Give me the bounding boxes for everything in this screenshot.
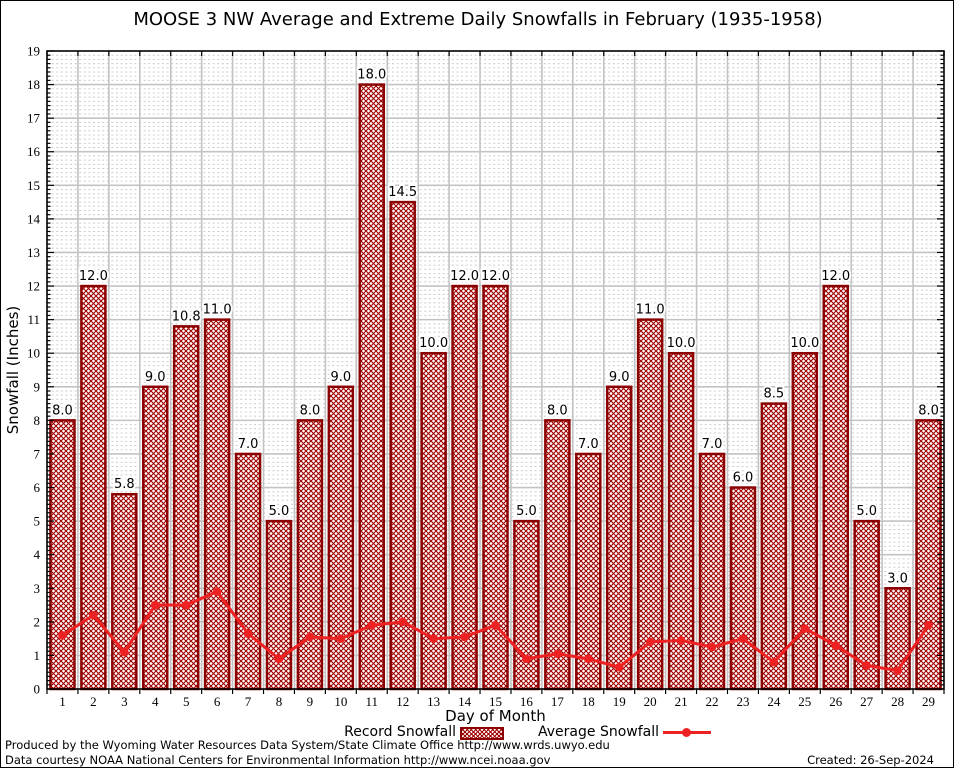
legend-average-snowfall-marker-icon <box>682 728 691 737</box>
svg-text:19: 19 <box>613 694 626 709</box>
legend-average-snowfall-label: Average Snowfall <box>538 724 660 740</box>
y-axis-label: Snowfall (Inches) <box>4 305 22 435</box>
x-axis-label: Day of Month <box>445 707 546 725</box>
svg-text:18: 18 <box>27 77 40 92</box>
svg-text:3: 3 <box>121 694 128 709</box>
svg-text:7.0: 7.0 <box>702 437 723 452</box>
svg-text:12: 12 <box>396 694 409 709</box>
svg-text:7.0: 7.0 <box>578 437 599 452</box>
svg-text:18.0: 18.0 <box>357 68 386 83</box>
svg-text:15: 15 <box>489 694 502 709</box>
svg-text:6: 6 <box>34 480 41 495</box>
svg-text:9.0: 9.0 <box>331 370 352 385</box>
svg-text:16: 16 <box>520 694 534 709</box>
svg-text:5.0: 5.0 <box>269 504 290 519</box>
svg-text:10: 10 <box>27 346 40 361</box>
svg-text:28: 28 <box>891 694 904 709</box>
svg-text:14: 14 <box>458 694 472 709</box>
svg-text:10: 10 <box>334 694 347 709</box>
svg-text:20: 20 <box>644 694 657 709</box>
svg-text:12.0: 12.0 <box>450 269 479 284</box>
svg-text:11: 11 <box>27 312 40 327</box>
svg-text:10.8: 10.8 <box>172 309 201 324</box>
svg-text:7: 7 <box>245 694 252 709</box>
svg-text:21: 21 <box>675 694 688 709</box>
svg-text:26: 26 <box>829 694 843 709</box>
svg-text:16: 16 <box>27 144 41 159</box>
svg-text:25: 25 <box>798 694 811 709</box>
svg-text:5.0: 5.0 <box>856 504 877 519</box>
svg-text:7: 7 <box>34 446 41 461</box>
footer-attribution-line1: Produced by the Wyoming Water Resources … <box>5 738 610 752</box>
svg-text:14.5: 14.5 <box>388 185 417 200</box>
svg-text:2: 2 <box>90 694 97 709</box>
svg-text:8.0: 8.0 <box>918 403 939 418</box>
svg-text:8.0: 8.0 <box>52 403 73 418</box>
svg-text:8.5: 8.5 <box>764 387 785 402</box>
svg-text:9.0: 9.0 <box>145 370 166 385</box>
svg-text:11.0: 11.0 <box>636 303 665 318</box>
svg-text:4: 4 <box>34 547 41 562</box>
svg-text:5.0: 5.0 <box>516 504 537 519</box>
svg-text:19: 19 <box>27 44 40 59</box>
svg-text:12.0: 12.0 <box>481 269 510 284</box>
svg-text:8.0: 8.0 <box>300 403 321 418</box>
svg-text:10.0: 10.0 <box>790 336 819 351</box>
svg-text:3: 3 <box>34 581 41 596</box>
svg-text:23: 23 <box>736 694 749 709</box>
svg-text:10.0: 10.0 <box>419 336 448 351</box>
legend-record-snowfall-swatch <box>460 727 504 740</box>
svg-text:5: 5 <box>34 514 41 529</box>
svg-text:12: 12 <box>27 279 40 294</box>
svg-text:9: 9 <box>307 694 314 709</box>
svg-text:3.0: 3.0 <box>887 571 908 586</box>
svg-text:1: 1 <box>59 694 66 709</box>
svg-text:6.0: 6.0 <box>733 471 754 486</box>
svg-text:9: 9 <box>34 379 41 394</box>
svg-text:18: 18 <box>582 694 595 709</box>
svg-text:14: 14 <box>27 211 41 226</box>
svg-text:11.0: 11.0 <box>203 303 232 318</box>
svg-text:15: 15 <box>27 178 40 193</box>
created-date-stamp: Created: 26-Sep-2024 <box>807 753 934 767</box>
svg-text:5: 5 <box>183 694 190 709</box>
svg-text:13: 13 <box>427 694 440 709</box>
svg-text:8: 8 <box>34 413 41 428</box>
svg-text:4: 4 <box>152 694 159 709</box>
footer-attribution-line2: Data courtesy NOAA National Centers for … <box>5 753 551 767</box>
svg-text:0: 0 <box>34 682 41 697</box>
svg-text:29: 29 <box>922 694 935 709</box>
svg-text:12.0: 12.0 <box>821 269 850 284</box>
chart-title: MOOSE 3 NW Average and Extreme Daily Sno… <box>133 9 823 30</box>
svg-text:10.0: 10.0 <box>667 336 696 351</box>
svg-text:13: 13 <box>27 245 40 260</box>
svg-text:17: 17 <box>27 111 41 126</box>
svg-text:17: 17 <box>551 694 565 709</box>
legend-record-snowfall-label: Record Snowfall <box>344 724 456 740</box>
svg-text:7.0: 7.0 <box>238 437 259 452</box>
svg-text:1: 1 <box>34 648 41 663</box>
svg-text:27: 27 <box>860 694 874 709</box>
svg-text:2: 2 <box>34 614 41 629</box>
svg-text:24: 24 <box>767 694 781 709</box>
svg-text:9.0: 9.0 <box>609 370 630 385</box>
svg-text:11: 11 <box>366 694 379 709</box>
svg-text:5.8: 5.8 <box>114 477 135 492</box>
svg-text:8.0: 8.0 <box>547 403 568 418</box>
svg-text:8: 8 <box>276 694 283 709</box>
svg-text:22: 22 <box>706 694 719 709</box>
svg-text:12.0: 12.0 <box>79 269 108 284</box>
svg-text:6: 6 <box>214 694 221 709</box>
